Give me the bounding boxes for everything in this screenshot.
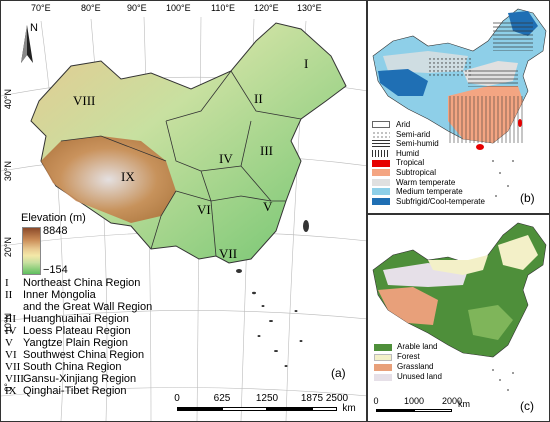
map-region-label: VI	[197, 202, 211, 217]
legend-swatch	[374, 373, 392, 381]
scale-segment	[177, 407, 222, 411]
scale-tick-label: 1875	[300, 393, 324, 404]
list-item: IX Qinghai-Tibet Region	[5, 385, 127, 397]
list-item: IV Loess Plateau Region	[5, 325, 131, 337]
scale-tick-label: 625	[213, 393, 231, 404]
region-boundaries	[60, 70, 302, 257]
legend-item: Semi-humid	[372, 139, 485, 149]
map-region-label: II	[254, 91, 263, 106]
list-item: I Northeast China Region	[5, 277, 141, 289]
lon-label: 110°E	[211, 3, 235, 13]
north-label: N	[30, 22, 38, 34]
legend-swatch	[372, 150, 390, 158]
lon-label: 100°E	[166, 3, 191, 13]
lon-label: 80°E	[81, 3, 101, 13]
legend-item: Subfrigid/Cool-temperate	[372, 197, 485, 207]
land-use-legend: Arable land Forest Grassland Unused land	[374, 342, 442, 382]
legend-swatch	[372, 121, 390, 129]
legend-swatch	[374, 343, 392, 351]
legend-item: Subtropical	[372, 168, 485, 178]
panel-label: (a)	[331, 366, 346, 380]
map-region-label: V	[263, 199, 273, 214]
south-china-sea-islands	[236, 220, 309, 367]
list-item: III Huanghuaihai Region	[5, 313, 129, 325]
elevation-legend-title: Elevation (m)	[21, 212, 86, 224]
climate-zone-map-panel: Arid Semi-arid Semi-humid Humid Tropical…	[367, 0, 550, 214]
lat-label: 30°N	[3, 161, 13, 182]
region-legend-list: I Northeast China Region II Inner Mongolia…	[5, 277, 152, 397]
legend-item: Warm temperate	[372, 178, 485, 188]
scale-tick-label: 2000	[441, 396, 463, 406]
elevation-min-label: −154	[43, 264, 68, 276]
scale-unit: km	[458, 399, 470, 409]
china-elevation-map	[1, 16, 366, 421]
legend-swatch	[372, 178, 390, 186]
lon-label: 90°E	[127, 3, 147, 13]
legend-item: Tropical	[372, 158, 485, 168]
scale-segment	[376, 409, 414, 412]
list-item: VIII Gansu-Xinjiang Region	[5, 373, 137, 385]
list-item: VI Southwest China Region	[5, 349, 145, 361]
legend-swatch	[372, 188, 390, 196]
legend-swatch	[372, 169, 390, 177]
elevation-max-label: 8848	[43, 225, 68, 237]
legend-item: Forest	[374, 352, 442, 362]
scale-segment	[414, 409, 452, 412]
legend-swatch	[372, 140, 390, 148]
legend-item: Semi-arid	[372, 130, 485, 140]
legend-item: Unused land	[374, 372, 442, 382]
legend-swatch	[372, 130, 390, 138]
north-arrow-icon	[21, 25, 33, 63]
legend-item: Grassland	[374, 362, 442, 372]
legend-item: Arable land	[374, 342, 442, 352]
legend-swatch	[374, 353, 392, 361]
scale-segment	[222, 407, 267, 411]
lon-label: 130°E	[297, 3, 322, 13]
list-item: and the Great Wall Region	[23, 301, 153, 313]
tibet-plateau	[41, 136, 176, 223]
map-region-label: I	[304, 56, 309, 71]
map-region-label: III	[260, 143, 273, 158]
scale-tick-label: 0	[373, 396, 379, 406]
climate-zone-map	[372, 8, 547, 197]
climate-legend: Arid Semi-arid Semi-humid Humid Tropical…	[372, 120, 485, 206]
scale-tick-label: 1250	[255, 393, 279, 404]
scale-segment	[312, 407, 337, 411]
scale-tick-label: 0	[174, 393, 180, 404]
land-use-map-panel: Arable land Forest Grassland Unused land…	[367, 214, 550, 422]
list-item: II Inner Mongolia	[5, 289, 96, 301]
legend-swatch	[372, 198, 390, 206]
list-item: VII South China Region	[5, 361, 122, 373]
map-region-label: IV	[219, 151, 233, 166]
lat-label: 40°N	[3, 89, 13, 110]
legend-swatch	[372, 159, 390, 167]
list-item: V Yangtze Plain Region	[5, 337, 128, 349]
scale-segment	[267, 407, 312, 411]
lon-label: 120°E	[254, 3, 279, 13]
map-region-label: IX	[121, 169, 135, 184]
panel-label: (c)	[520, 399, 534, 413]
map-region-label: VII	[219, 246, 238, 261]
elevation-color-ramp	[22, 227, 41, 275]
legend-item: Medium temperate	[372, 187, 485, 197]
map-region-label: VIII	[73, 93, 96, 108]
scale-tick-label: 1000	[403, 396, 425, 406]
lat-label: 20°N	[3, 237, 13, 258]
elevation-region-map-panel: N 70°E 80°E 90°E 100°E 110°E 120°E 130°E…	[0, 0, 367, 422]
lon-label: 70°E	[31, 3, 51, 13]
panel-label: (b)	[520, 191, 535, 205]
scale-tick-label: 2500	[325, 393, 349, 404]
legend-item: Humid	[372, 149, 485, 159]
scale-unit: km	[342, 403, 356, 414]
legend-item: Arid	[372, 120, 485, 130]
legend-swatch	[374, 363, 392, 371]
land-use-map	[372, 222, 547, 391]
